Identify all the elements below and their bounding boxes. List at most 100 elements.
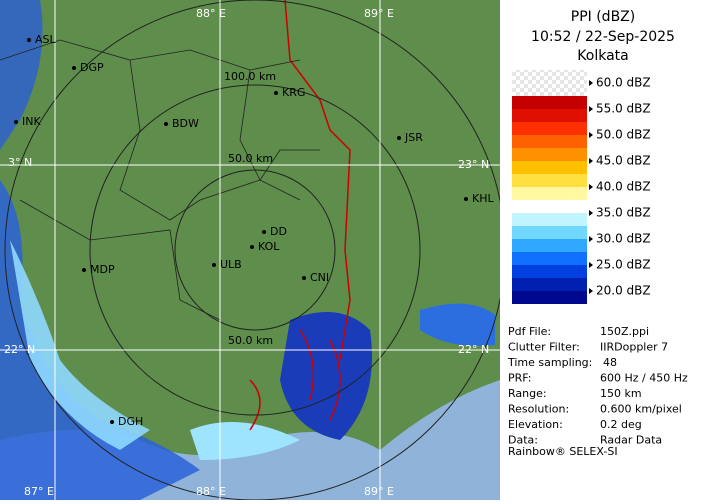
grid-label: 87° E: [24, 485, 54, 498]
legend-swatch: [512, 213, 587, 226]
info-value: 48: [603, 356, 617, 369]
legend-swatch: [512, 109, 587, 122]
info-value: 0.2 deg: [600, 418, 642, 431]
place-label: ASL: [35, 33, 57, 46]
info: Pdf File: 150Z.ppi Clutter Filter: IIRDoppl…: [507, 325, 688, 447]
place-dot: [164, 122, 168, 126]
place-label: KRG: [282, 86, 305, 99]
place-dot: [82, 268, 86, 272]
grid-label: 3° N: [8, 156, 32, 169]
legend-label: 20.0 dBZ: [596, 284, 651, 298]
legend-arrow: [589, 288, 593, 294]
legend-swatch: [512, 226, 587, 239]
info-value: 150 km: [600, 387, 642, 400]
place-label: ULB: [220, 258, 242, 271]
info-value: 150Z.ppi: [600, 325, 649, 338]
place-dot: [464, 197, 468, 201]
legend-arrow: [589, 210, 593, 216]
place-label: MDP: [90, 263, 115, 276]
place-dot: [250, 245, 254, 249]
station: Kolkata: [577, 48, 628, 64]
legend-swatch: [512, 200, 587, 213]
legend-swatch: [512, 187, 587, 200]
legend-label: 55.0 dBZ: [596, 102, 651, 116]
legend-arrow: [589, 236, 593, 242]
place-label: DD: [270, 225, 287, 238]
place-dot: [212, 263, 216, 267]
graticule: [0, 0, 500, 500]
legend-arrow: [589, 80, 593, 86]
places: ASL DGP BDW KRG JSR KHL DD KOL ULB CNI MDP DGH INK: [14, 33, 494, 428]
legend-swatch: [512, 278, 587, 291]
legend-label: 45.0 dBZ: [596, 154, 651, 168]
grid-label: 89° E: [364, 7, 394, 20]
legend-label: 25.0 dBZ: [596, 258, 651, 272]
place-dot: [110, 420, 114, 424]
title: PPI (dBZ): [571, 9, 635, 25]
info-value: IIRDoppler 7: [600, 341, 668, 354]
info-value: Radar Data: [600, 434, 662, 447]
place-label: DGP: [80, 61, 104, 74]
legend-arrow: [589, 262, 593, 268]
range-rings: [4, 0, 500, 500]
legend-arrow: [589, 158, 593, 164]
place-dot: [397, 136, 401, 140]
place-label: KOL: [258, 240, 280, 253]
legend-label: 35.0 dBZ: [596, 206, 651, 220]
info-value: 0.600 km/pixel: [600, 403, 682, 416]
info-key: Data:: [508, 434, 538, 447]
footer: Rainbow® SELEX-SI: [508, 445, 618, 458]
info-value: 600 Hz / 450 Hz: [600, 372, 688, 385]
grid-label: 88° E: [196, 7, 226, 20]
districts: [0, 39, 320, 321]
legend-swatch: [512, 135, 587, 148]
legend-swatch: [512, 239, 587, 252]
legend-swatch: [512, 252, 587, 265]
place-dot: [262, 230, 266, 234]
grid-label: 22° N: [458, 343, 489, 356]
place-dot: [27, 38, 31, 42]
info-key: Range:: [508, 387, 547, 400]
info-key: Resolution:: [508, 403, 569, 416]
info-key: Clutter Filter:: [508, 341, 580, 354]
grid-label: 23° N: [458, 158, 489, 171]
legend-swatch: [512, 161, 587, 174]
place-dot: [274, 91, 278, 95]
place-dot: [72, 66, 76, 70]
range-label: 50.0 km: [228, 334, 273, 347]
info-key: Pdf File:: [508, 325, 551, 338]
place-label: BDW: [172, 117, 199, 130]
info-key: Elevation:: [508, 418, 563, 431]
grid-label: 89° E: [364, 485, 394, 498]
legend-swatch: [512, 174, 587, 187]
legend-label: 50.0 dBZ: [596, 128, 651, 142]
legend-swatch: [512, 96, 587, 109]
boundaries: [249, 0, 351, 431]
place-label: JSR: [404, 131, 423, 144]
place-dot: [14, 120, 18, 124]
info-key: Time sampling:: [507, 356, 592, 369]
legend: 60.0 dBZ 55.0 dBZ 50.0 dBZ 45.0 dBZ 40.0 dBZ…: [512, 76, 651, 304]
map: 88° E 89° E 23° N 22° N 87° E 88° E 89° …: [0, 0, 500, 500]
place-dot: [302, 276, 306, 280]
legend-label: 40.0 dBZ: [596, 180, 651, 194]
legend-swatch: [512, 122, 587, 135]
place-label: CNI: [310, 271, 329, 284]
range-label: 100.0 km: [224, 70, 276, 83]
legend-arrow: [589, 184, 593, 190]
legend-label: 30.0 dBZ: [596, 232, 651, 246]
grid-label: 88° E: [196, 485, 226, 498]
legend-swatch: [512, 148, 587, 161]
place-label: INK: [22, 115, 41, 128]
legend-arrow: [589, 106, 593, 112]
place-label: DGH: [118, 415, 143, 428]
range-label: 50.0 km: [228, 152, 273, 165]
legend-no-data: [512, 70, 587, 96]
legend-swatch: [512, 265, 587, 278]
legend-arrow: [589, 132, 593, 138]
legend-label: 60.0 dBZ: [596, 76, 651, 90]
place-label: KHL: [472, 192, 494, 205]
datetime: 10:52 / 22-Sep-2025: [531, 29, 675, 45]
legend-swatch: [512, 291, 587, 304]
